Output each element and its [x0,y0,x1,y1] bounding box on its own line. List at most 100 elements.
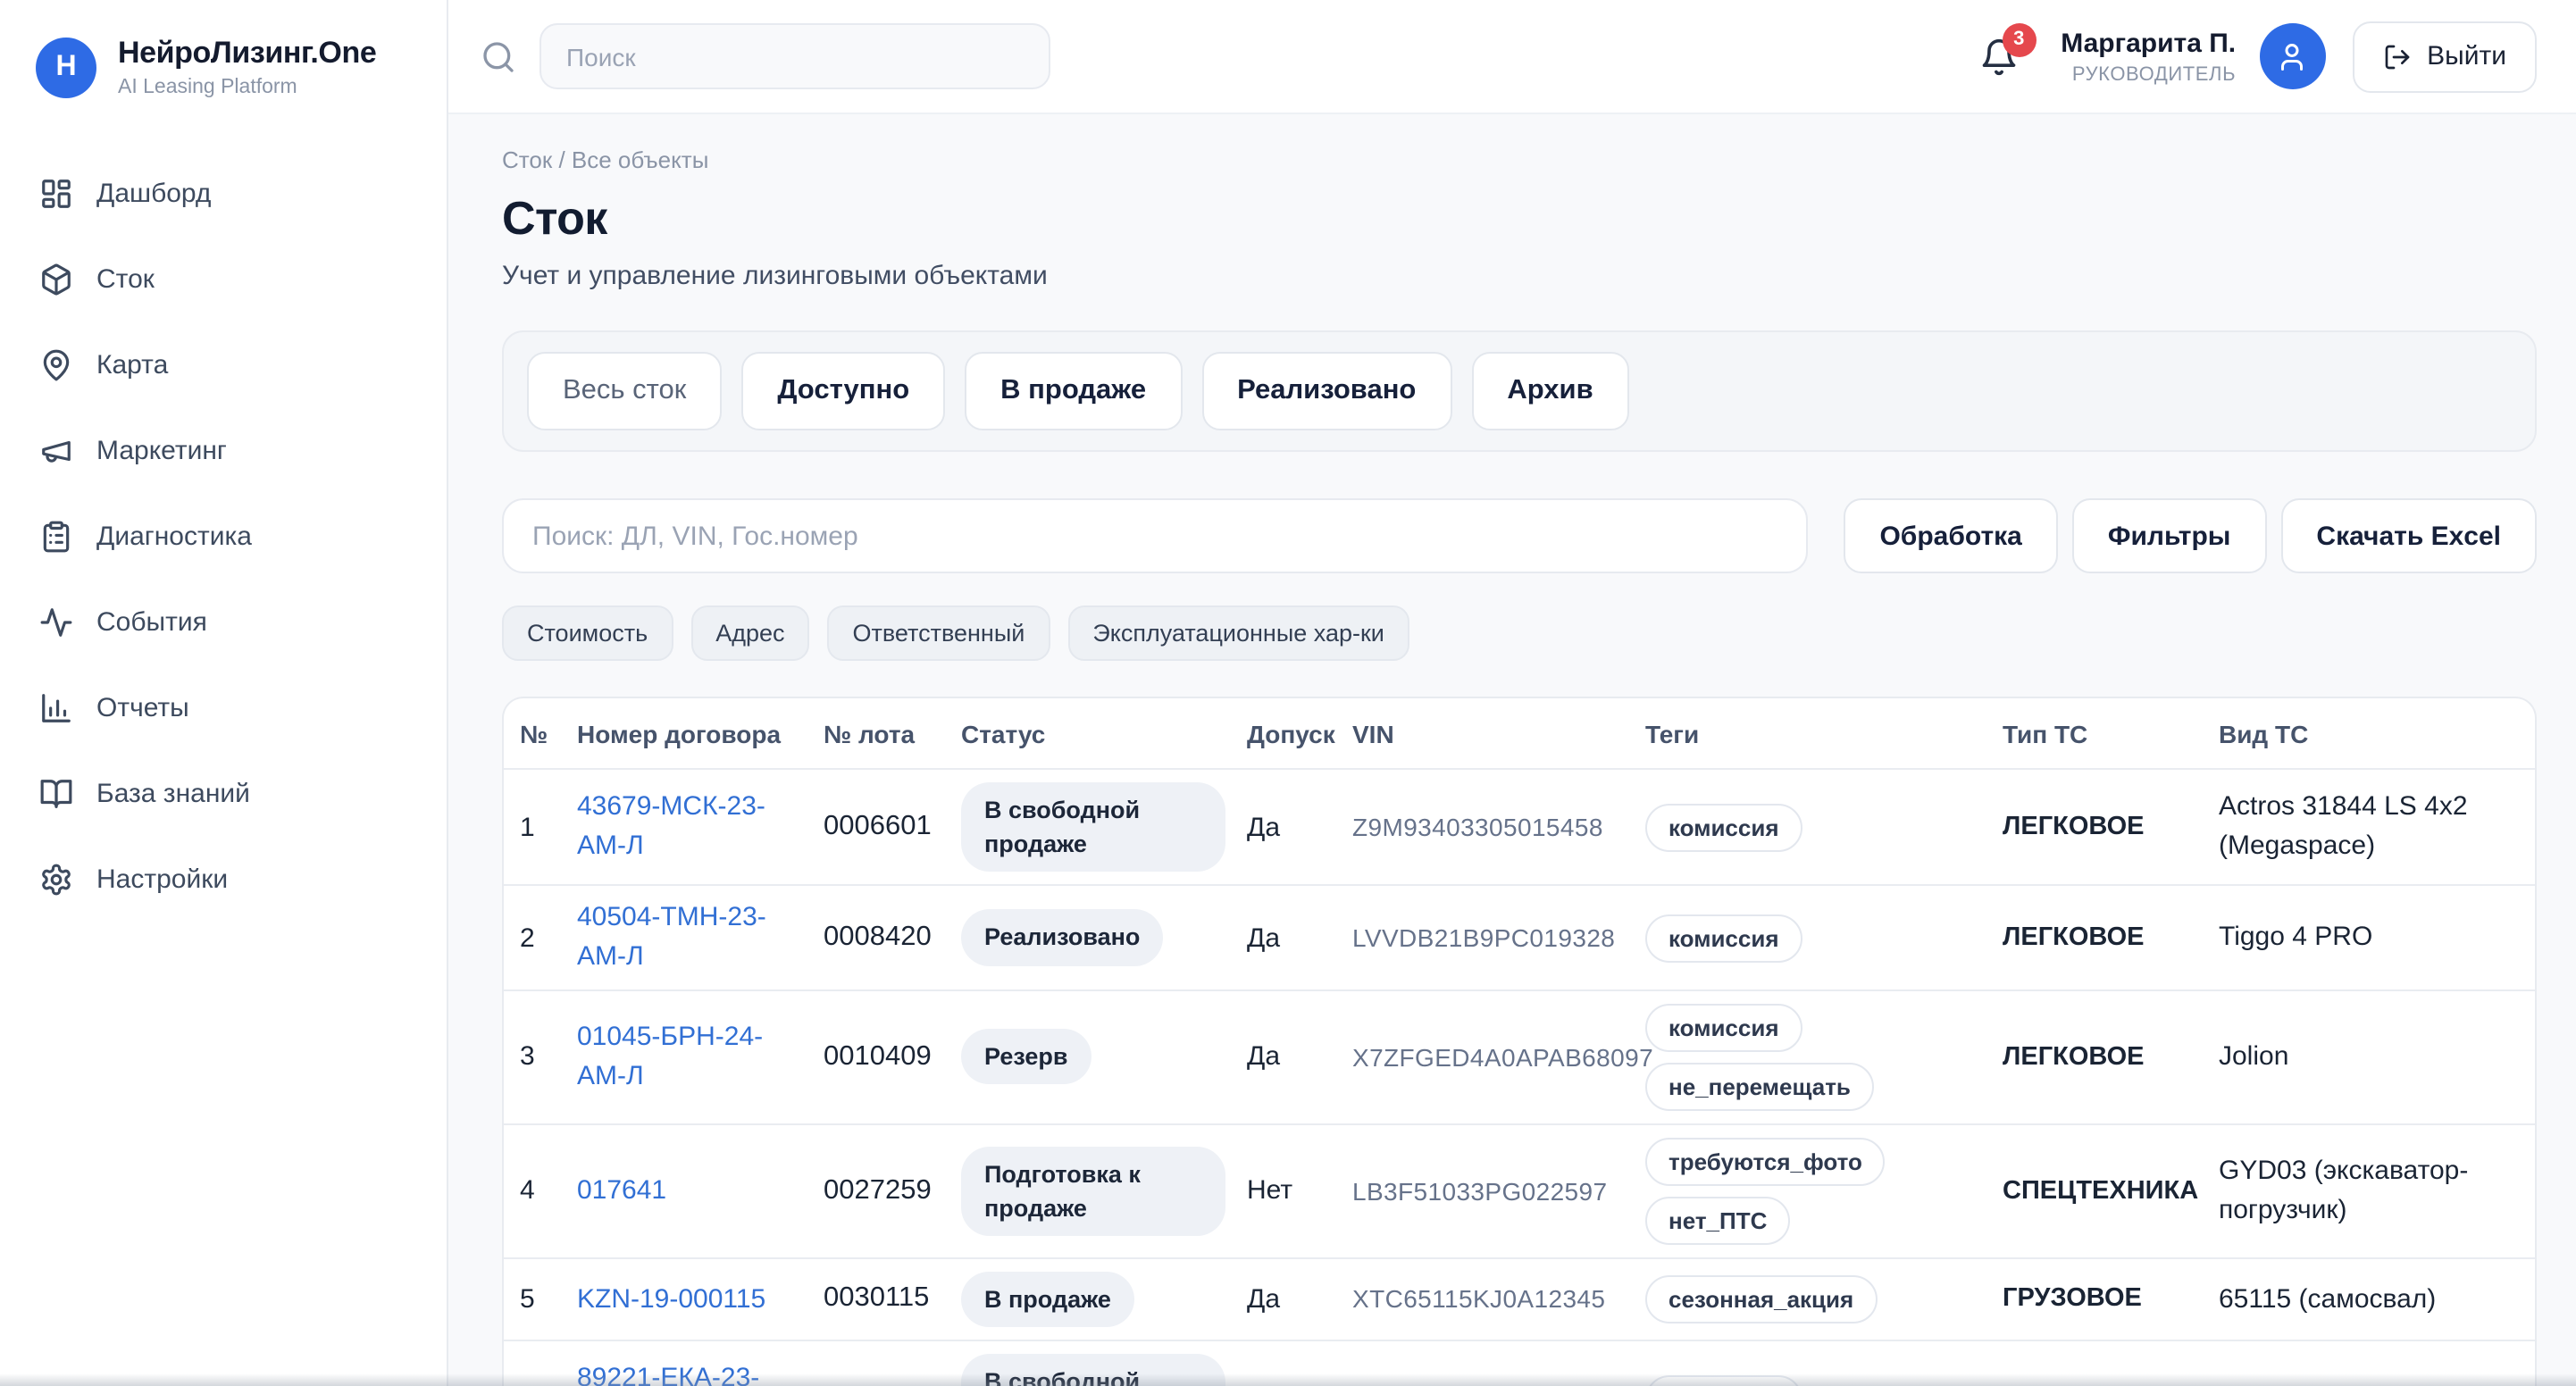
tags-cell: комиссия [1645,803,2003,852]
tag-pill: требуются_фото [1645,1137,1886,1186]
user-role: РУКОВОДИТЕЛЬ [2071,63,2237,85]
status-cell: В свободной продаже [961,782,1247,873]
table-row: 6 89221-ЕКА-23-АМ-Л 0100000 В свободной … [504,1341,2535,1386]
tab-button[interactable]: Архив [1471,352,1629,430]
table-header-cell: № [520,719,548,747]
vehicle-kind: 65115 (самосвал) [2219,1283,2437,1315]
logout-icon [2384,44,2409,69]
status-badge: Реализовано [961,909,1164,966]
sidebar-item-bar-chart[interactable]: Отчеты [29,677,418,739]
sidebar-item-label: Диагностика [96,522,252,552]
control-button[interactable]: Обработка [1844,498,2058,573]
sidebar-item-activity[interactable]: События [29,591,418,654]
lot-number: 0008420 [824,922,932,953]
breadcrumb: Сток / Все объекты [502,146,709,173]
sidebar-nav: Дашборд Сток Карта Маркетинг [29,163,418,911]
tags-cell: комиссия не_перемещать [1645,1003,2003,1111]
logout-button[interactable]: Выйти [2352,21,2537,92]
status-badge: Резерв [961,1029,1091,1085]
stock-icon [39,263,73,296]
sidebar-item-clipboard[interactable]: Диагностика [29,505,418,568]
filter-chip[interactable]: Эксплуатационные хар-ки [1067,605,1409,661]
table-header-cell: Номер договора [577,719,782,747]
tag-pill: сезонная_акция [1645,1274,1878,1323]
tags-cell: комиссия [1645,1374,2003,1386]
lot-number: 0030115 [824,1282,930,1314]
table-header-cell: VIN [1352,719,1394,747]
filter-chip[interactable]: Адрес [690,605,810,661]
stock-search-input[interactable] [502,498,1809,573]
notification-count-badge: 3 [2002,22,2037,56]
vehicle-type: ЛЕГКОВОЕ [2003,923,2145,953]
contract-link[interactable]: 89221-ЕКА-23-АМ-Л [577,1363,760,1386]
vehicle-type: ГРУЗОВОЕ [2003,1384,2219,1386]
sidebar-item-megaphone[interactable]: Маркетинг [29,420,418,482]
contract-link[interactable]: 017641 [577,1174,667,1206]
table-header-cell: Допуск [1247,719,1335,747]
sidebar-item-map-pin[interactable]: Карта [29,334,418,397]
bar-chart-icon [39,691,73,725]
tab-button[interactable]: Реализовано [1201,352,1452,430]
access-value: Да [1247,1283,1281,1315]
status-cell: В продаже [961,1271,1247,1327]
avatar[interactable] [2259,23,2326,89]
vehicle-type: СПЕЦТЕХНИКА [2003,1176,2199,1206]
tab-button[interactable]: Весь сток [527,352,723,430]
lot-number: 0010409 [824,1040,932,1072]
notifications-button[interactable]: 3 [1978,22,2037,76]
contract-link[interactable]: KZN-19-000115 [577,1283,766,1315]
row-number: 6 [520,1383,577,1386]
table-body: 1 43679-МСК-23-АМ-Л 0006601 В свободной … [504,770,2535,1386]
table-header-cell: Статус [961,719,1046,747]
table-row: 4 017641 0027259 Подготовка к продаже Не… [504,1125,2535,1259]
tab-button[interactable]: Доступно [741,352,946,430]
sidebar-item-dashboard[interactable]: Дашборд [29,163,418,225]
app-title: НейроЛизинг.One [118,36,377,70]
search-icon [481,38,516,74]
vehicle-kind: Jolion [2219,1040,2289,1072]
global-search-input[interactable] [539,23,1050,89]
sidebar-item-gear[interactable]: Настройки [29,848,418,911]
access-value: Нет [1247,1175,1293,1206]
control-button[interactable]: Фильтры [2071,498,2267,573]
vehicle-type: ГРУЗОВОЕ [2003,1284,2142,1314]
table-row: 3 01045-БРН-24-АМ-Л 0010409 Резерв Да X7… [504,991,2535,1125]
contract-link[interactable]: 01045-БРН-24-АМ-Л [577,1022,764,1091]
status-cell: В свободной продаже [961,1353,1247,1386]
table-row: 5 KZN-19-000115 0030115 В продаже Да XTC… [504,1259,2535,1341]
sidebar-item-label: Настройки [96,864,229,895]
tag-pill: комиссия [1645,1374,1802,1386]
gear-icon [39,863,73,897]
page-title: Сток [502,191,607,245]
access-value: Да [1247,923,1281,954]
vehicle-kind: Tiggo 4 PRO [2219,922,2373,953]
control-button[interactable]: Скачать Excel [2280,498,2537,573]
main-column: 3 Маргарита П. РУКОВОДИТЕЛЬ Выйти Сток /… [448,0,2576,1386]
status-cell: Реализовано [961,909,1247,966]
tag-pill: не_перемещать [1645,1062,1874,1111]
filter-chip[interactable]: Стоимость [502,605,673,661]
sidebar-item-label: Маркетинг [96,436,227,466]
logout-label: Выйти [2427,41,2506,71]
sidebar-item-label: Карта [96,350,169,380]
contract-link[interactable]: 40504-ТМН-23-АМ-Л [577,902,766,973]
contract-link[interactable]: 43679-МСК-23-АМ-Л [577,791,765,862]
lot-number: 0100000 [824,1382,961,1386]
sidebar-item-stock[interactable]: Сток [29,248,418,311]
row-number: 2 [520,923,535,954]
vehicle-kind: Actros 31844 LS 4x2 (Megaspace) [2219,791,2468,862]
status-cell: Резерв [961,1029,1247,1085]
table-header-cell: Вид ТС [2219,719,2309,747]
sidebar-item-book[interactable]: База знаний [29,763,418,825]
filter-chip[interactable]: Ответственный [827,605,1050,661]
sidebar-item-label: Сток [96,264,155,295]
table-controls: Обработка Фильтры Скачать Excel [502,498,2537,573]
megaphone-icon [39,434,73,468]
access-value: Да [1247,812,1281,843]
vin-value: LVVDB21B9PC019328 [1352,923,1616,953]
sidebar-item-label: События [96,607,207,638]
tab-button[interactable]: В продаже [965,352,1183,430]
user-name: Маргарита П. [2061,28,2237,58]
tag-pill: комиссия [1645,1003,1802,1052]
